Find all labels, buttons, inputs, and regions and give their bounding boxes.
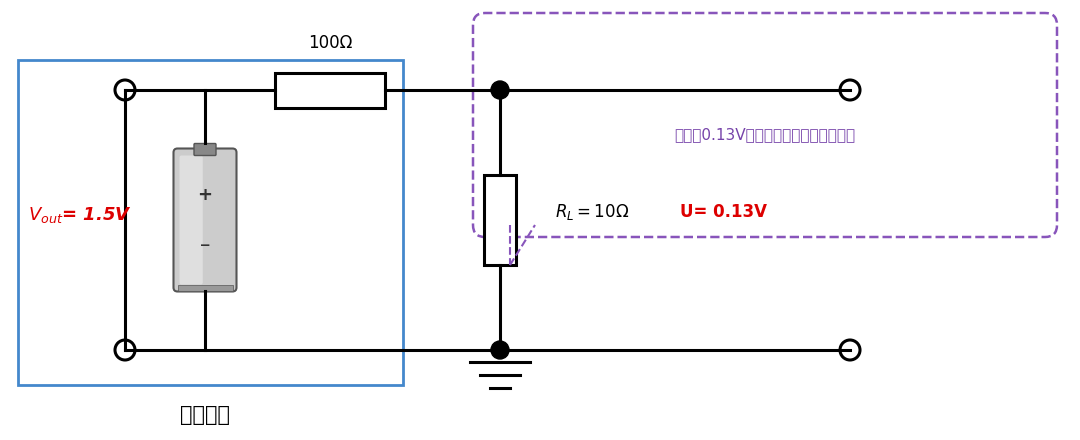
Text: $R_L = 10\Omega$: $R_L = 10\Omega$ xyxy=(555,202,630,222)
Bar xyxy=(275,73,384,107)
Text: –: – xyxy=(200,235,211,255)
Text: $V_{out}$= 1.5V: $V_{out}$= 1.5V xyxy=(28,205,132,225)
FancyBboxPatch shape xyxy=(179,155,203,285)
Circle shape xyxy=(491,341,509,359)
Circle shape xyxy=(491,81,509,99)
Text: +: + xyxy=(198,186,213,204)
Bar xyxy=(177,285,232,290)
FancyBboxPatch shape xyxy=(194,143,216,155)
Text: U= 0.13V: U= 0.13V xyxy=(680,203,767,221)
Bar xyxy=(484,175,516,265)
Text: 我只有0.13V？你这是什么鸟垃圾电源！: 我只有0.13V？你这是什么鸟垃圾电源！ xyxy=(674,128,855,143)
Text: 100Ω: 100Ω xyxy=(308,34,352,52)
FancyBboxPatch shape xyxy=(174,149,237,292)
Text: 输出模块: 输出模块 xyxy=(180,405,230,425)
